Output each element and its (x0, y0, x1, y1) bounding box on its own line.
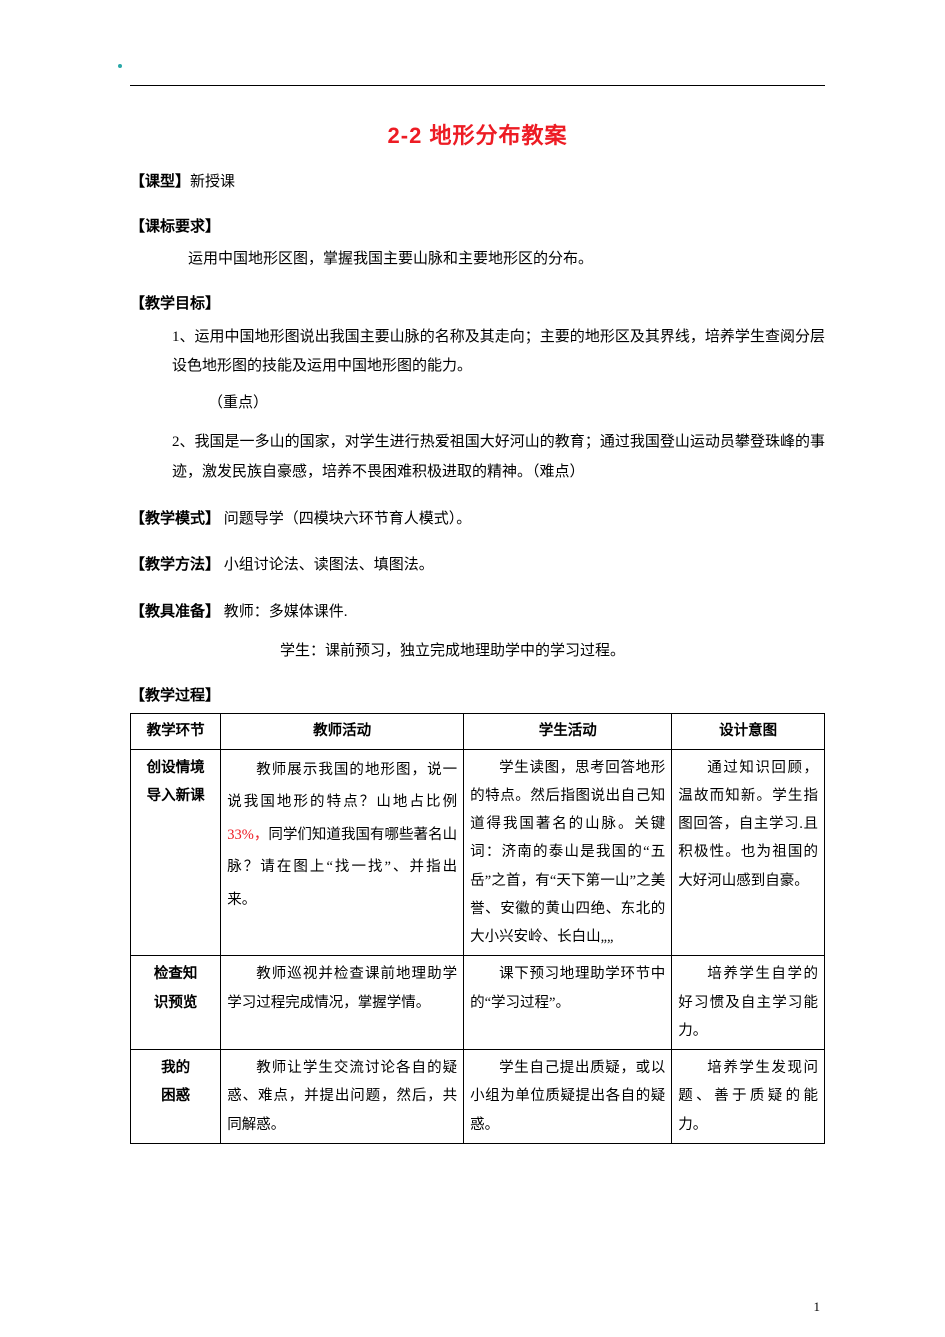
table-row: 检查知 识预览 教师巡视并检查课前地理助学学习过程完成情况，掌握学情。 课下预习… (131, 956, 825, 1050)
standard-label: 【课标要求】 (130, 215, 825, 236)
cell-student-1: 学生读图，思考回答地形的特点。然后指图说出自己知道得我国著名的山脉。关键词：济南… (464, 749, 672, 956)
cell-intent-3: 培养学生发现问题、善于质疑的能力。 (672, 1050, 825, 1144)
col-header-intent: 设计意图 (672, 714, 825, 749)
top-horizontal-rule (130, 85, 825, 86)
mode-value: 问题导学（四模块六环节育人模式）。 (220, 511, 471, 527)
cell-teacher-3: 教师让学生交流讨论各自的疑惑、难点，并提出问题，然后，共同解惑。 (221, 1050, 464, 1144)
mode-label: 【教学模式】 (130, 511, 220, 527)
col-header-student: 学生活动 (464, 714, 672, 749)
method-value: 小组讨论法、读图法、填图法。 (220, 557, 434, 573)
lesson-type-label: 【课型】 (130, 174, 190, 190)
stage-3-text: 我的 困惑 (137, 1054, 214, 1111)
cell-stage-1: 创设情境 导入新课 (131, 749, 221, 956)
teacher-2-text: 教师巡视并检查课前地理助学学习过程完成情况，掌握学情。 (227, 960, 457, 1017)
cell-intent-1: 通过知识回顾，温故而知新。学生指图回答，自主学习.且积极性。也为祖国的大好河山感… (672, 749, 825, 956)
method-label: 【教学方法】 (130, 557, 220, 573)
lesson-type-value: 新授课 (190, 174, 235, 190)
lesson-type-line: 【课型】新授课 (130, 168, 825, 197)
intent-2-text: 培养学生自学的好习惯及自主学习能力。 (678, 960, 818, 1045)
goal-1-note: （重点） (208, 389, 825, 418)
intent-1-text: 通过知识回顾，温故而知新。学生指图回答，自主学习.且积极性。也为祖国的大好河山感… (678, 754, 818, 895)
prep-line: 【教具准备】 教师：多媒体课件. (130, 598, 825, 627)
teacher-3-text: 教师让学生交流讨论各自的疑惑、难点，并提出问题，然后，共同解惑。 (227, 1054, 457, 1139)
decorative-dot (118, 64, 122, 68)
table-row: 我的 困惑 教师让学生交流讨论各自的疑惑、难点，并提出问题，然后，共同解惑。 学… (131, 1050, 825, 1144)
teaching-mode-line: 【教学模式】 问题导学（四模块六环节育人模式）。 (130, 505, 825, 534)
cell-teacher-2: 教师巡视并检查课前地理助学学习过程完成情况，掌握学情。 (221, 956, 464, 1050)
col-header-stage: 教学环节 (131, 714, 221, 749)
goal-2: 2、我国是一多山的国家，对学生进行热爱祖国大好河山的教育；通过我国登山运动员攀登… (172, 428, 825, 487)
cell-stage-2: 检查知 识预览 (131, 956, 221, 1050)
goal-1: 1、运用中国地形图说出我国主要山脉的名称及其走向；主要的地形区及其界线，培养学生… (172, 323, 825, 382)
student-1-text: 学生读图，思考回答地形的特点。然后指图说出自己知道得我国著名的山脉。关键词：济南… (470, 754, 665, 952)
teaching-method-line: 【教学方法】 小组讨论法、读图法、填图法。 (130, 551, 825, 580)
table-header-row: 教学环节 教师活动 学生活动 设计意图 (131, 714, 825, 749)
cell-intent-2: 培养学生自学的好习惯及自主学习能力。 (672, 956, 825, 1050)
cell-student-2: 课下预习地理助学环节中的“学习过程”。 (464, 956, 672, 1050)
teaching-process-table: 教学环节 教师活动 学生活动 设计意图 创设情境 导入新课 教师展示我国的地形图… (130, 713, 825, 1144)
table-row: 创设情境 导入新课 教师展示我国的地形图，说一说我国地形的特点？山地占比例 33… (131, 749, 825, 956)
col-header-teacher: 教师活动 (221, 714, 464, 749)
prep-student: 学生：课前预习，独立完成地理助学中的学习过程。 (280, 636, 825, 666)
teacher-1-text: 教师展示我国的地形图，说一说我国地形的特点？山地占比例 33%，同学们知道我国有… (227, 754, 457, 917)
page-number: 1 (814, 1299, 821, 1315)
teacher-1-pre: 教师展示我国的地形图，说一说我国地形的特点？山地占比例 (227, 762, 457, 811)
cell-stage-3: 我的 困惑 (131, 1050, 221, 1144)
stage-2-text: 检查知 识预览 (137, 960, 214, 1017)
prep-label: 【教具准备】 (130, 604, 220, 620)
stage-1-text: 创设情境 导入新课 (137, 754, 214, 811)
cell-teacher-1: 教师展示我国的地形图，说一说我国地形的特点？山地占比例 33%，同学们知道我国有… (221, 749, 464, 956)
document-title: 2-2 地形分布教案 (130, 118, 825, 150)
cell-student-3: 学生自己提出质疑，或以小组为单位质疑提出各自的疑惑。 (464, 1050, 672, 1144)
prep-teacher: 教师：多媒体课件. (220, 604, 348, 620)
goals-label: 【教学目标】 (130, 292, 825, 313)
standard-text: 运用中国地形区图，掌握我国主要山脉和主要地形区的分布。 (188, 244, 825, 274)
student-2-text: 课下预习地理助学环节中的“学习过程”。 (470, 960, 665, 1017)
process-label: 【教学过程】 (130, 684, 825, 705)
teacher-1-highlight: 33%， (227, 827, 268, 843)
student-3-text: 学生自己提出质疑，或以小组为单位质疑提出各自的疑惑。 (470, 1054, 665, 1139)
intent-3-text: 培养学生发现问题、善于质疑的能力。 (678, 1054, 818, 1139)
